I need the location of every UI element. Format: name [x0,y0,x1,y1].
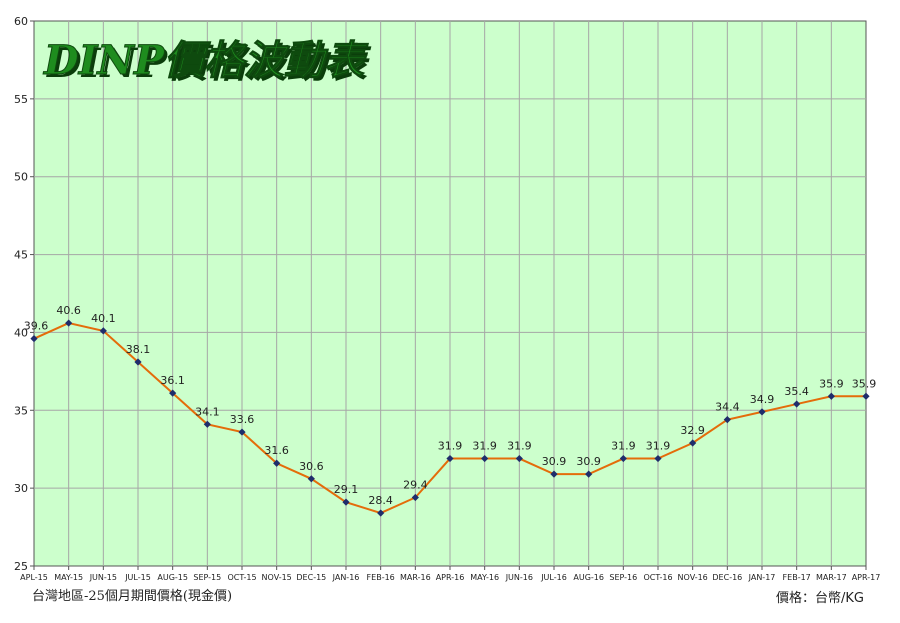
data-point-marker [30,335,38,343]
data-label: 30.6 [299,460,324,473]
data-point-marker [169,389,177,397]
x-tick-label: AUG-16 [573,573,604,582]
x-tick-label: JUN-16 [505,573,533,582]
data-point-marker [793,400,801,408]
data-point-marker [654,454,662,463]
data-label: 40.6 [56,304,81,317]
series: 39.6 40.6 40.1 38.1 36.1 34.1 33.6 31.6 30.6 29.1… [24,304,877,517]
x-axis: APL-15 MAY-15 JUN-15 JUL-15 AUG-15 SEP-15 OCT-… [20,566,880,582]
chart-title-shadow: DINP價格波動表 [46,40,372,87]
x-tick-label: JUL-16 [540,573,567,582]
y-tick-label: 40 [14,326,28,339]
data-point-marker [481,454,489,463]
data-label: 29.4 [403,478,428,491]
x-tick-label: MAR-16 [400,573,431,582]
footer-left-note: 台灣地區-25個月期間價格(現金價) [32,589,233,604]
data-point-marker [411,493,419,502]
data-label: 34.4 [715,401,740,414]
data-label: 35.9 [852,377,877,390]
data-point-marker [342,498,350,506]
y-axis: 25 30 35 40 45 50 55 60 [14,15,34,573]
data-label: 34.9 [750,393,775,406]
data-point-marker [550,470,558,478]
x-tick-label: JAN-16 [332,573,360,582]
data-label: 31.6 [264,444,289,457]
x-tick-label: OCT-15 [227,573,256,582]
data-label: 28.4 [368,494,393,507]
data-point-marker [827,392,835,400]
data-point-marker [377,509,385,517]
x-tick-label: DEC-15 [296,573,326,582]
y-tick-label: 50 [14,171,28,184]
data-label: 31.9 [611,440,636,453]
x-tick-label: FEB-16 [367,573,395,582]
data-label: 31.9 [472,440,497,453]
data-label: 38.1 [126,343,151,356]
x-tick-label: DEC-16 [712,573,742,582]
data-label: 30.9 [542,455,567,468]
x-tick-label: APR-17 [852,573,881,582]
data-label: 33.6 [230,413,255,426]
grid [34,21,866,566]
x-tick-label: NOV-15 [262,573,292,582]
data-label: 34.1 [195,405,220,418]
data-point-marker [238,428,246,436]
data-point-marker [99,327,107,335]
y-tick-label: 45 [14,249,28,262]
data-point-marker [689,439,697,447]
data-point-marker [723,416,731,424]
data-label: 40.1 [91,312,116,325]
data-point-marker [862,392,870,400]
data-label: 35.4 [784,385,809,398]
y-tick-label: 55 [14,93,28,106]
x-tick-label: MAY-16 [470,573,499,582]
y-tick-label: 35 [14,404,28,417]
data-point-marker [203,420,211,428]
x-tick-label: AUG-15 [157,573,188,582]
data-label: 31.9 [438,440,463,453]
data-point-marker [446,454,454,463]
y-tick-label: 60 [14,15,28,28]
data-point-marker [585,470,593,478]
data-point-marker [619,454,627,463]
data-point-marker [65,319,73,327]
x-tick-label: SEP-16 [609,573,637,582]
x-tick-label: MAY-15 [54,573,83,582]
x-tick-label: APL-15 [20,573,48,582]
x-tick-label: NOV-16 [678,573,708,582]
data-point-marker [515,454,523,463]
data-label: 35.9 [819,377,844,390]
x-tick-label: JUN-15 [89,573,117,582]
y-tick-label: 25 [14,560,28,573]
data-label: 30.9 [576,455,601,468]
y-tick-label: 30 [14,482,28,495]
footer-unit-note: 價格：台幣/KG [776,591,864,606]
x-tick-label: JAN-17 [748,573,776,582]
data-label: 36.1 [160,374,185,387]
x-tick-label: MAR-17 [816,573,847,582]
data-point-marker [758,408,766,416]
x-tick-label: SEP-15 [193,573,221,582]
x-tick-label: FEB-17 [783,573,811,582]
data-point-marker [273,459,281,467]
x-tick-label: APR-16 [436,573,465,582]
data-label: 32.9 [680,424,705,437]
data-point-marker [307,475,315,483]
data-label: 31.9 [507,440,532,453]
x-tick-label: JUL-15 [124,573,151,582]
x-tick-label: OCT-16 [643,573,672,582]
chart-title: DINP價格波動表 DINP價格波動表 [43,37,373,88]
data-label: 39.6 [24,320,49,333]
data-label: 29.1 [334,483,359,496]
chart-title-text: DINP價格波動表 [43,37,369,84]
data-point-marker [134,358,142,366]
data-label: 31.9 [646,440,671,453]
